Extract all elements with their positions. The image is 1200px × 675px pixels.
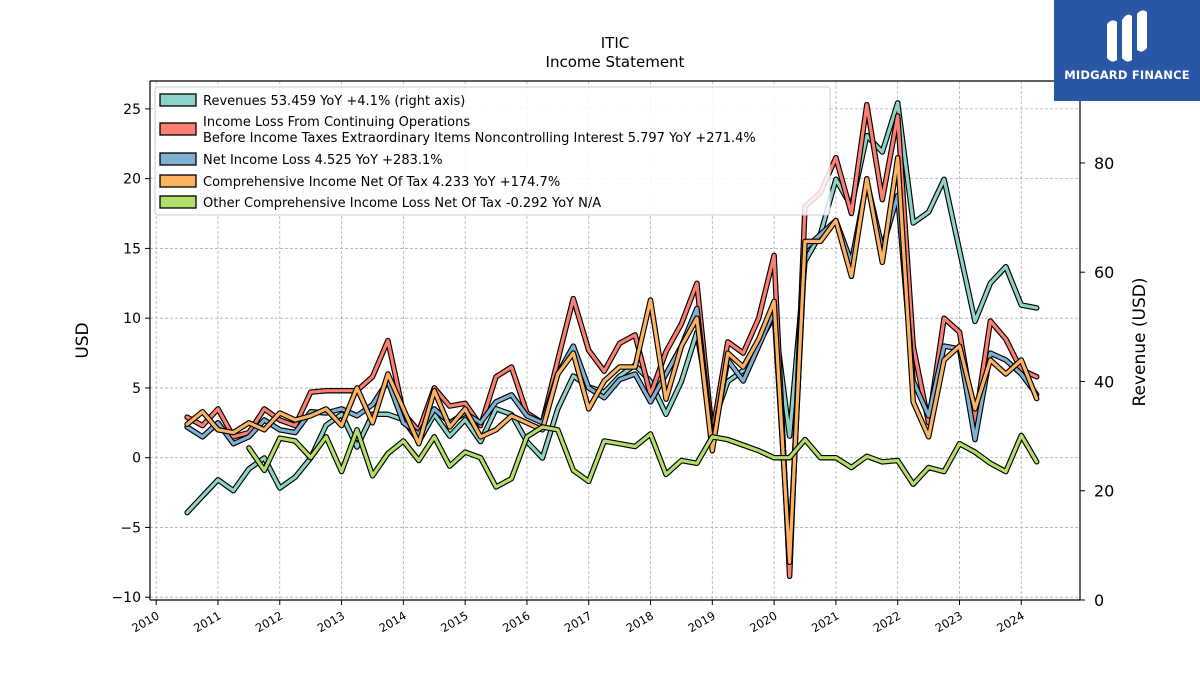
logo-mark-icon: [1107, 10, 1147, 62]
legend-swatch: [159, 195, 197, 209]
series-line-2: [184, 101, 1040, 580]
y-tick-label: 10: [123, 311, 141, 327]
y2-tick-label: 0: [1094, 591, 1104, 610]
legend-label: Net Income Loss 4.525 YoY +283.1%: [203, 153, 443, 168]
legend-swatch: [159, 122, 197, 136]
legend-label: Income Loss From Continuing Operations: [203, 115, 470, 130]
y2-axis-label: Revenue (USD): [1130, 277, 1150, 406]
logo-text: MIDGARD FINANCE: [1064, 68, 1190, 82]
y2-tick-label: 40: [1094, 372, 1114, 391]
logo: MIDGARD FINANCE: [1054, 0, 1200, 101]
y-tick-label: 0: [132, 451, 141, 467]
legend-label: Comprehensive Income Net Of Tax 4.233 Yo…: [203, 175, 560, 190]
chart-title: ITIC: [601, 34, 629, 52]
series-line-stroke: [247, 425, 1039, 489]
legend-swatch: [159, 174, 197, 188]
y-tick-label: −10: [111, 590, 141, 606]
series-line-5: [246, 424, 1040, 490]
legend-label: Revenues 53.459 YoY +4.1% (right axis): [203, 94, 465, 109]
chart-subtitle: Income Statement: [546, 53, 685, 71]
series-line-stroke: [185, 156, 1039, 564]
series-line-stroke: [185, 101, 1039, 515]
legend-box: [154, 86, 831, 216]
series-line-stroke: [185, 103, 1039, 578]
y-axis-label: USD: [73, 322, 93, 358]
series-line-4: [184, 154, 1040, 566]
y-tick-label: 20: [123, 172, 141, 188]
legend-swatch: [159, 93, 197, 107]
legend-label: Other Comprehensive Income Loss Net Of T…: [203, 196, 601, 211]
y-tick-label: −5: [120, 520, 141, 536]
y2-tick-label: 60: [1094, 263, 1114, 282]
series-line-1: [184, 100, 1040, 516]
legend-label: Before Income Taxes Extraordinary Items …: [203, 131, 756, 146]
y-tick-label: 5: [132, 381, 141, 397]
y2-tick-label: 20: [1094, 482, 1114, 501]
y2-tick-label: 80: [1094, 154, 1114, 173]
y-tick-label: 25: [123, 102, 141, 118]
y-tick-label: 15: [123, 241, 141, 257]
legend-swatch: [159, 152, 197, 166]
